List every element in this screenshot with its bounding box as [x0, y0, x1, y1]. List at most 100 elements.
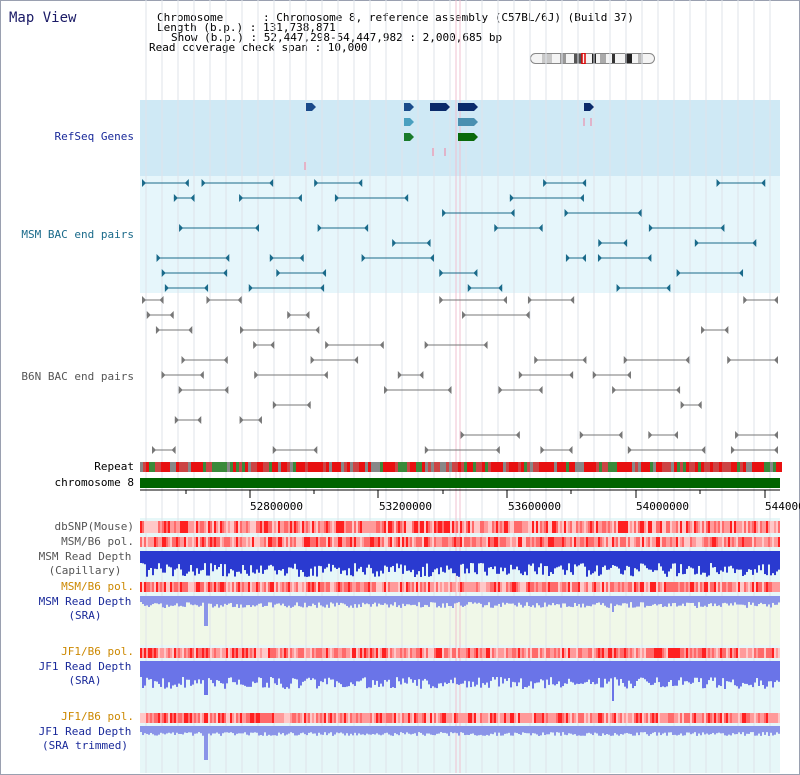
polymorphism-cell — [198, 537, 200, 547]
polymorphism-cell — [262, 521, 264, 533]
read-depth-bar — [180, 726, 182, 734]
read-depth-bar — [504, 596, 506, 605]
polymorphism-cell — [314, 582, 316, 592]
polymorphism-cell — [254, 713, 256, 723]
polymorphism-cell — [300, 713, 302, 723]
polymorphism-cell — [592, 648, 594, 658]
polymorphism-cell — [398, 648, 400, 658]
polymorphism-cell — [484, 713, 486, 723]
polymorphism-cell — [184, 713, 186, 723]
polymorphism-cell — [316, 713, 318, 723]
repeat-segment — [341, 462, 344, 472]
read-depth-bar — [718, 551, 720, 575]
polymorphism-cell — [620, 521, 622, 533]
repeat-segment — [461, 462, 464, 472]
read-depth-bar — [240, 551, 242, 574]
polymorphism-cell — [226, 713, 228, 723]
read-depth-bar — [196, 661, 198, 684]
polymorphism-cell — [578, 521, 580, 533]
polymorphism-cell — [744, 648, 746, 658]
read-depth-bar — [696, 661, 698, 678]
read-depth-bar — [624, 661, 626, 687]
polymorphism-cell — [582, 713, 584, 723]
polymorphism-cell — [596, 537, 598, 547]
polymorphism-cell — [604, 537, 606, 547]
read-depth-bar — [692, 551, 694, 569]
polymorphism-cell — [598, 648, 600, 658]
polymorphism-cell — [726, 521, 728, 533]
polymorphism-cell — [430, 537, 432, 547]
read-depth-bar — [164, 661, 166, 689]
polymorphism-cell — [764, 537, 766, 547]
read-depth-bar — [394, 596, 396, 603]
polymorphism-cell — [594, 521, 596, 533]
polymorphism-cell — [648, 521, 650, 533]
polymorphism-cell — [428, 648, 430, 658]
polymorphism-cell — [206, 537, 208, 547]
msm-bac-pair-end — [442, 209, 447, 217]
polymorphism-cell — [634, 648, 636, 658]
read-depth-bar — [484, 726, 486, 736]
polymorphism-cell — [684, 537, 686, 547]
polymorphism-cell — [564, 582, 566, 592]
polymorphism-cell — [682, 537, 684, 547]
repeat-segment — [161, 462, 164, 472]
polymorphism-cell — [480, 521, 482, 533]
read-depth-bar — [758, 726, 760, 734]
polymorphism-cell — [454, 521, 456, 533]
read-depth-bar — [252, 661, 254, 682]
polymorphism-cell — [352, 713, 354, 723]
repeat-segment — [596, 462, 599, 472]
read-depth-bar — [222, 551, 224, 577]
polymorphism-cell — [468, 648, 470, 658]
polymorphism-cell — [446, 582, 448, 592]
read-depth-bar — [656, 551, 658, 571]
polymorphism-cell — [676, 537, 678, 547]
read-depth-bar — [542, 661, 544, 681]
polymorphism-cell — [596, 713, 598, 723]
read-depth-bar — [162, 661, 164, 679]
b6n-bac-pair-end — [272, 446, 277, 454]
read-depth-bar — [706, 551, 708, 577]
polymorphism-cell — [362, 648, 364, 658]
repeat-segment — [230, 462, 233, 472]
polymorphism-cell — [512, 648, 514, 658]
read-depth-bar — [384, 596, 386, 604]
read-depth-bar — [522, 726, 524, 733]
polymorphism-cell — [522, 521, 524, 533]
polymorphism-cell — [262, 648, 264, 658]
b6n-bac-pair-end — [171, 446, 176, 454]
polymorphism-cell — [674, 521, 676, 533]
read-depth-bar — [744, 596, 746, 606]
msm-bac-pair-end — [637, 209, 642, 217]
read-depth-bar — [696, 596, 698, 608]
polymorphism-cell — [462, 537, 464, 547]
polymorphism-cell — [414, 521, 416, 533]
read-depth-bar — [670, 596, 672, 607]
polymorphism-cell — [550, 582, 552, 592]
polymorphism-cell — [244, 648, 246, 658]
polymorphism-cell — [646, 648, 648, 658]
polymorphism-cell — [308, 713, 310, 723]
read-depth-bar — [654, 551, 656, 571]
polymorphism-cell — [776, 537, 778, 547]
read-depth-bar — [450, 551, 452, 569]
read-depth-bar — [742, 551, 744, 577]
read-depth-bar — [518, 661, 520, 683]
polymorphism-cell — [586, 713, 588, 723]
repeat-segment — [290, 462, 293, 472]
polymorphism-cell — [564, 521, 566, 533]
read-depth-bar — [496, 661, 498, 678]
read-depth-bar — [562, 726, 564, 733]
polymorphism-cell — [594, 713, 596, 723]
read-depth-bar — [488, 661, 490, 688]
read-depth-bar — [236, 596, 238, 605]
polymorphism-cell — [272, 537, 274, 547]
read-depth-bar — [278, 596, 280, 604]
polymorphism-cell — [686, 713, 688, 723]
polymorphism-cell — [548, 537, 550, 547]
read-depth-bar — [252, 726, 254, 733]
read-depth-bar — [592, 596, 594, 605]
polymorphism-cell — [162, 713, 164, 723]
